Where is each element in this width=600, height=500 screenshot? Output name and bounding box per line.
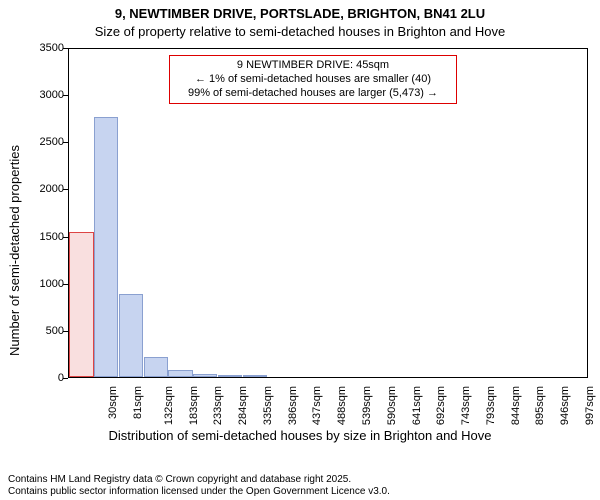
x-tick-label: 284sqm xyxy=(237,386,249,425)
x-tick-label: 743sqm xyxy=(460,386,472,425)
bar-highlight xyxy=(69,232,93,377)
x-tick-label: 30sqm xyxy=(107,386,119,419)
x-tick-label: 946sqm xyxy=(559,386,571,425)
y-tick-label: 1500 xyxy=(24,231,64,243)
y-tick xyxy=(63,95,68,96)
x-tick-label: 233sqm xyxy=(213,386,225,425)
y-axis-label-text: Number of semi-detached properties xyxy=(7,145,22,356)
annotation-line2: ← 1% of semi-detached houses are smaller… xyxy=(176,73,450,87)
x-tick-label: 590sqm xyxy=(386,386,398,425)
y-tick-label: 0 xyxy=(24,372,64,384)
y-tick xyxy=(63,142,68,143)
chart-subtitle: Size of property relative to semi-detach… xyxy=(0,24,600,39)
bar xyxy=(218,375,242,377)
annotation-line3: 99% of semi-detached houses are larger (… xyxy=(176,87,450,101)
x-tick-label: 81sqm xyxy=(132,386,144,419)
y-tick xyxy=(63,378,68,379)
highlight-annotation: 9 NEWTIMBER DRIVE: 45sqm ← 1% of semi-de… xyxy=(169,55,457,104)
x-tick-label: 386sqm xyxy=(287,386,299,425)
y-axis-label: Number of semi-detached properties xyxy=(6,0,22,500)
bar xyxy=(168,370,192,377)
y-tick-label: 3500 xyxy=(24,42,64,54)
x-tick-label: 335sqm xyxy=(262,386,274,425)
x-tick-label: 539sqm xyxy=(361,386,373,425)
plot-area: 9 NEWTIMBER DRIVE: 45sqm ← 1% of semi-de… xyxy=(68,48,588,378)
annotation-line1: 9 NEWTIMBER DRIVE: 45sqm xyxy=(176,59,450,73)
bar xyxy=(119,294,143,377)
y-tick xyxy=(63,284,68,285)
x-tick-label: 132sqm xyxy=(163,386,175,425)
y-tick-label: 2000 xyxy=(24,183,64,195)
y-tick xyxy=(63,189,68,190)
x-tick-label: 692sqm xyxy=(435,386,447,425)
x-tick-label: 183sqm xyxy=(188,386,200,425)
x-tick-label: 793sqm xyxy=(485,386,497,425)
x-axis-label: Distribution of semi-detached houses by … xyxy=(0,428,600,443)
x-tick-label: 844sqm xyxy=(510,386,522,425)
bar xyxy=(243,375,267,377)
bar xyxy=(94,117,118,377)
y-tick xyxy=(63,331,68,332)
footer-line1: Contains HM Land Registry data © Crown c… xyxy=(8,474,390,486)
y-tick-label: 2500 xyxy=(24,136,64,148)
x-tick-label: 641sqm xyxy=(411,386,423,425)
y-tick xyxy=(63,237,68,238)
x-tick-label: 895sqm xyxy=(534,386,546,425)
chart-title: 9, NEWTIMBER DRIVE, PORTSLADE, BRIGHTON,… xyxy=(0,6,600,21)
bar xyxy=(144,357,168,377)
x-tick-label: 997sqm xyxy=(584,386,596,425)
footer-line2: Contains public sector information licen… xyxy=(8,486,390,498)
y-tick-label: 500 xyxy=(24,325,64,337)
x-tick-label: 437sqm xyxy=(312,386,324,425)
footer: Contains HM Land Registry data © Crown c… xyxy=(8,474,390,498)
y-tick xyxy=(63,48,68,49)
y-tick-label: 1000 xyxy=(24,278,64,290)
y-tick-label: 3000 xyxy=(24,89,64,101)
bar xyxy=(193,374,217,377)
x-tick-label: 488sqm xyxy=(336,386,348,425)
